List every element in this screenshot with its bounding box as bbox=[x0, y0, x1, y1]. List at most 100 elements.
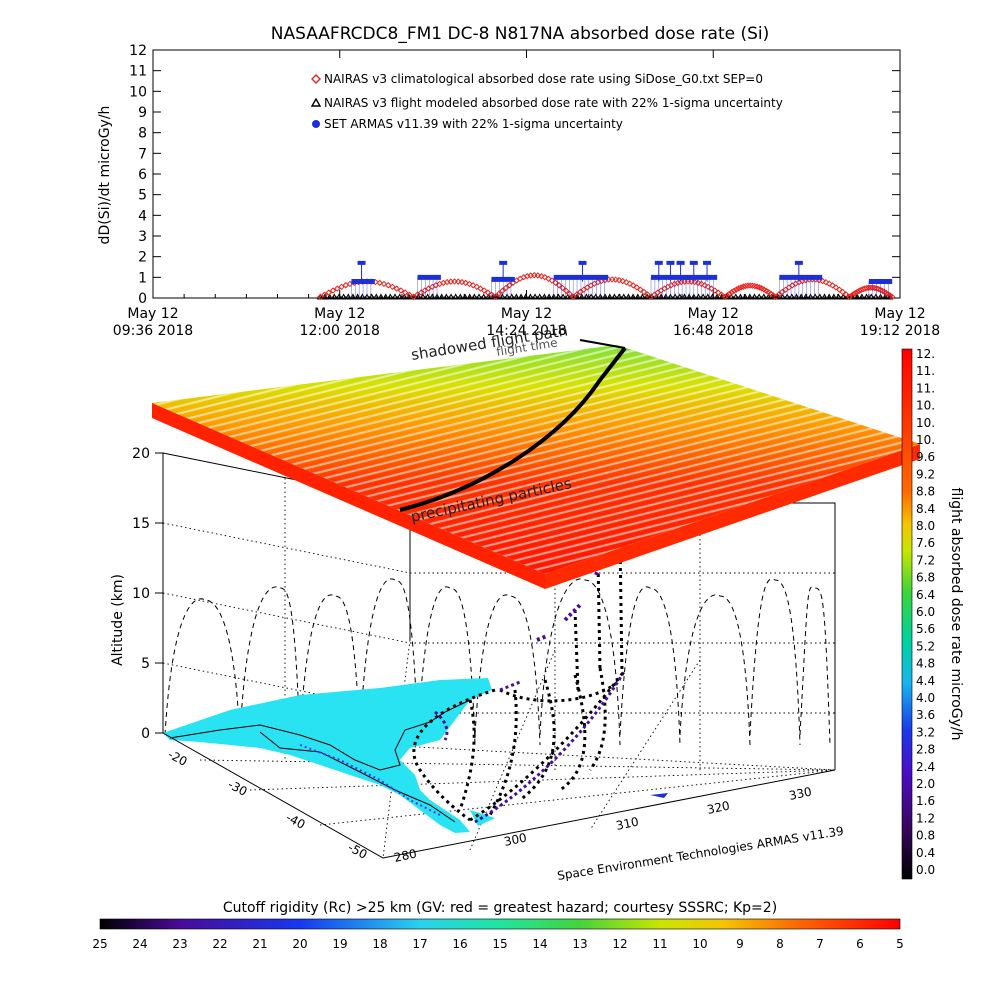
rigidity-tick-label: 18 bbox=[372, 937, 387, 951]
hazard-sheet-side bbox=[152, 403, 545, 589]
top-plot-frame bbox=[152, 49, 901, 299]
y-tick-label: 8 bbox=[138, 126, 147, 142]
climatological-point bbox=[325, 289, 332, 296]
dose-tick-label: 2.4 bbox=[916, 760, 935, 774]
flight-model-point bbox=[601, 293, 609, 300]
flight-model-point bbox=[797, 293, 805, 300]
dose-colorbar-title: flight absorbed dose rate microGy/h bbox=[948, 488, 964, 741]
climatological-point bbox=[839, 288, 846, 296]
dose-tick-label: 8.4 bbox=[916, 502, 935, 516]
climatological-point bbox=[499, 287, 506, 295]
climatological-point bbox=[633, 284, 641, 291]
climatological-point bbox=[779, 288, 786, 296]
hazard-sheet-side-right bbox=[545, 444, 920, 589]
climatological-point bbox=[466, 280, 473, 288]
rigidity-tick-label: 23 bbox=[172, 937, 187, 951]
climatological-point bbox=[458, 278, 466, 286]
armas-spike-point bbox=[578, 260, 587, 265]
dose-tick-label: 12. bbox=[916, 347, 935, 361]
x-tick-time: 16:48 2018 bbox=[673, 323, 753, 339]
armas-spike-point bbox=[499, 260, 508, 265]
x-tick-day: May 12 bbox=[874, 306, 925, 322]
dose-tick-label: 1.6 bbox=[916, 794, 935, 808]
dose-tick-label: 2.0 bbox=[916, 777, 935, 791]
climatological-point bbox=[615, 276, 623, 284]
climatological-point bbox=[726, 290, 733, 297]
dose-tick-label: 5.2 bbox=[916, 639, 935, 653]
flight-model-point bbox=[825, 293, 833, 300]
altitude-profile-curve bbox=[299, 594, 361, 746]
legend-marker-circle bbox=[312, 120, 320, 128]
legend-marker-triangle bbox=[310, 97, 322, 107]
legend-marker-diamond bbox=[311, 74, 321, 84]
climatological-point bbox=[397, 287, 405, 294]
rigidity-tick-label: 17 bbox=[412, 937, 427, 951]
rigidity-tick-label: 20 bbox=[292, 937, 307, 951]
altitude-profile-curve bbox=[474, 594, 541, 746]
longitude-tick-label: 330 bbox=[788, 784, 813, 802]
climatological-point bbox=[640, 288, 648, 296]
armas-spike-point bbox=[689, 260, 698, 265]
y-tick-label: 2 bbox=[138, 250, 147, 266]
climatological-point bbox=[701, 282, 708, 289]
flight-path-top bbox=[579, 339, 626, 349]
dose-tick-label: 10. bbox=[916, 433, 935, 447]
flight-path-on-sheet bbox=[399, 346, 627, 512]
rigidity-tick-label: 19 bbox=[332, 937, 347, 951]
climatological-point bbox=[545, 275, 552, 282]
y-tick-label: 0 bbox=[138, 291, 147, 307]
y-tick-label: 7 bbox=[138, 146, 147, 162]
climatological-point bbox=[481, 287, 488, 294]
climatological-point bbox=[502, 284, 510, 292]
climatological-point bbox=[473, 283, 481, 291]
rigidity-colorbar-ticks: 25 24 23 22 21 20 19 18 17 16 15 14 13 12 11 10 9 8 7 6 5 bbox=[92, 937, 903, 951]
y-tick-label: 4 bbox=[138, 208, 147, 224]
dose-tick-label: 8.0 bbox=[916, 519, 935, 533]
dose-colorbar: 12. 11. 11. 10. 10. 10. 9.6 9.2 8.8 8.4 8.0 7.6 7.2 6… bbox=[901, 347, 964, 880]
armas-spike-point bbox=[794, 260, 803, 265]
flight-model-point bbox=[713, 293, 721, 300]
longitude-tick-label: 310 bbox=[615, 814, 640, 832]
rigidity-tick-label: 10 bbox=[692, 937, 707, 951]
dose-tick-label: 4.8 bbox=[916, 657, 935, 671]
climatological-point bbox=[541, 274, 549, 281]
rigidity-colorbar-fill bbox=[99, 918, 901, 930]
altitude-profiles bbox=[164, 578, 831, 746]
climatological-point bbox=[630, 282, 637, 289]
ground-track-purple bbox=[434, 669, 627, 824]
grid-line bbox=[249, 769, 836, 791]
x-tick-day: May 12 bbox=[501, 306, 552, 322]
climatological-point bbox=[612, 276, 619, 283]
altitude-profile-curve bbox=[239, 586, 301, 746]
grid-line bbox=[319, 769, 836, 826]
longitude-tick-label: 280 bbox=[393, 846, 418, 864]
climatological-point bbox=[338, 283, 345, 291]
climatological-point bbox=[728, 289, 736, 296]
ground-track-loops bbox=[412, 667, 627, 822]
flight-model-point bbox=[629, 293, 637, 300]
rigidity-tick-label: 7 bbox=[816, 937, 824, 951]
flight-model-point bbox=[741, 293, 749, 300]
climatological-point bbox=[484, 289, 492, 296]
legend-label: NAIRAS v3 flight modeled absorbed dose r… bbox=[324, 96, 783, 110]
climatological-point bbox=[730, 287, 738, 295]
dose-tick-label: 11. bbox=[916, 364, 935, 378]
altitude-profile-curve bbox=[679, 594, 751, 746]
climatological-point bbox=[714, 289, 722, 296]
climatological-point bbox=[462, 279, 469, 287]
y-tick-label: 5 bbox=[138, 188, 147, 204]
dose-tick-label: 0.0 bbox=[916, 863, 935, 877]
rigidity-tick-label: 21 bbox=[252, 937, 267, 951]
dose-tick-label: 1.2 bbox=[916, 811, 935, 825]
altitude-profile-curve bbox=[417, 586, 476, 746]
climatological-point bbox=[772, 293, 779, 301]
rigidity-tick-label: 12 bbox=[612, 937, 627, 951]
dose-tick-label: 9.2 bbox=[916, 467, 935, 481]
climatological-point bbox=[829, 282, 836, 289]
x-tick-time: 19:12 2018 bbox=[860, 323, 940, 339]
climatological-point bbox=[836, 286, 843, 293]
y-tick-label: 6 bbox=[138, 167, 147, 183]
rigidity-tick-label: 13 bbox=[572, 937, 587, 951]
